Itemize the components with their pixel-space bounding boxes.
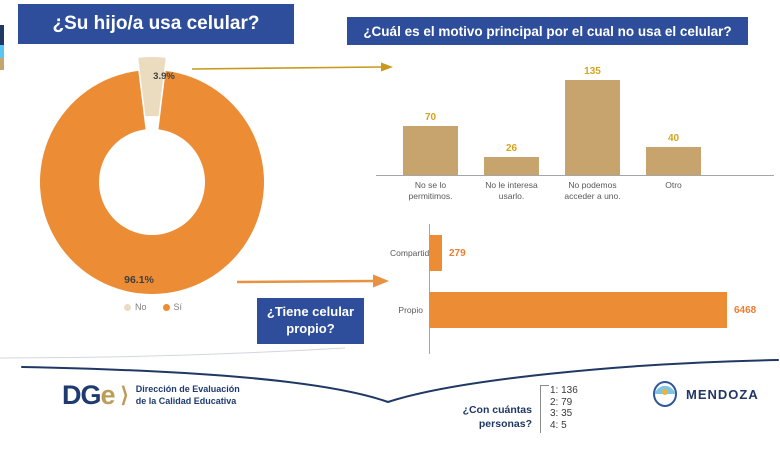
legend-label-si: Sí (173, 302, 183, 312)
bar-value-label: 70 (424, 112, 437, 123)
legend-item-si: Sí (162, 302, 183, 312)
bar (646, 147, 701, 175)
donut-slice-no (138, 57, 166, 117)
propio-rows: Compartido 279 Propio 6468 (390, 235, 775, 328)
title-usage-question: ¿Su hijo/a usa celular? (18, 4, 294, 44)
title-own-phone-question: ¿Tiene celular propio? (257, 298, 364, 344)
mendoza-wordmark: MENDOZA (686, 386, 759, 402)
donut-no-percent-label: 3.9% (153, 71, 175, 82)
bar (484, 157, 539, 175)
edge-stripe-decoration (0, 25, 4, 70)
personas-bracket-decoration (540, 385, 549, 433)
hbar (429, 292, 727, 328)
footer-swoosh-decoration (0, 347, 779, 404)
personas-count-1: 1: 136 (550, 385, 578, 396)
usage-donut-chart: 3.9% 96.1% (40, 57, 264, 295)
bar-category-label: Otro (665, 180, 682, 190)
legend-item-no: No (123, 302, 147, 312)
hbar-value-label: 279 (449, 247, 466, 259)
hbar-row: Propio 6468 (390, 292, 775, 328)
arrow-to-reason-chart-icon (191, 62, 393, 72)
personas-count-2: 2: 79 (550, 396, 573, 408)
bar-category-label: No le interesa usarlo. (485, 180, 538, 201)
donut-legend: No Sí (28, 302, 278, 312)
bar-value-label: 135 (584, 66, 601, 77)
hbar-category-label: Compartido (390, 248, 434, 258)
legend-dot-no-icon (123, 303, 131, 311)
bar-value-label: 26 (505, 143, 518, 154)
bar-category-label: No podemos acceder a uno. (564, 180, 621, 201)
dge-logo-e-text: e (100, 380, 116, 410)
dge-logo: DG e ⟩ Dirección de Evaluación de la Cal… (62, 380, 240, 411)
arrow-to-propio-chart-icon (236, 274, 389, 288)
bar-group: 26 (471, 143, 552, 175)
bar (403, 126, 458, 175)
dge-logo-chevron-icon: ⟩ (120, 384, 129, 407)
hbar-axis-line (429, 224, 430, 354)
personas-count-3: 3: 35 (550, 408, 573, 419)
personas-counts-list: 1: 136 2: 79 3: 35 4: 5 (550, 385, 578, 431)
motivo-bars: 70 26 135 40 (376, 62, 774, 176)
stripe-lightblue (0, 45, 4, 58)
reason-bar-chart: 70 26 135 40 No se lo permitimos. No le inte… (376, 62, 774, 201)
hbar (429, 235, 442, 271)
stripe-navy (0, 25, 4, 45)
bar (565, 80, 620, 175)
dge-org-name: Dirección de Evaluación de la Calidad Ed… (136, 384, 240, 407)
dge-org-line1: Dirección de Evaluación (135, 383, 240, 394)
dge-logo-dg-text: DG (62, 380, 101, 410)
hbar-category-label: Propio (398, 305, 423, 315)
personas-count-4: 4: 5 (550, 419, 567, 431)
bar-category-label: No se lo permitimos. (408, 180, 453, 201)
bar-group: 70 (390, 112, 471, 175)
legend-label-no: No (134, 302, 147, 312)
donut-slice-si (40, 70, 264, 295)
bar-group: 135 (552, 66, 633, 175)
donut-si-percent-label: 96.1% (124, 274, 154, 286)
bar-group: 40 (633, 133, 714, 175)
motivo-labels: No se lo permitimos. No le interesa usarl… (376, 180, 774, 201)
hbar-value-label: 6468 (734, 304, 757, 316)
mendoza-logo: MENDOZA (652, 380, 759, 408)
personas-question-label: ¿Con cuántas personas? (462, 404, 532, 430)
bar-value-label: 40 (667, 133, 680, 144)
hbar-row: Compartido 279 (390, 235, 775, 271)
mendoza-emblem-icon (653, 381, 677, 407)
stripe-tan (0, 58, 4, 70)
title-reason-question: ¿Cuál es el motivo principal por el cual… (347, 17, 748, 45)
legend-dot-si-icon (162, 303, 170, 311)
own-phone-bar-chart: Compartido 279 Propio 6468 (390, 224, 775, 354)
dge-org-line2: de la Calidad Educativa (135, 395, 237, 406)
